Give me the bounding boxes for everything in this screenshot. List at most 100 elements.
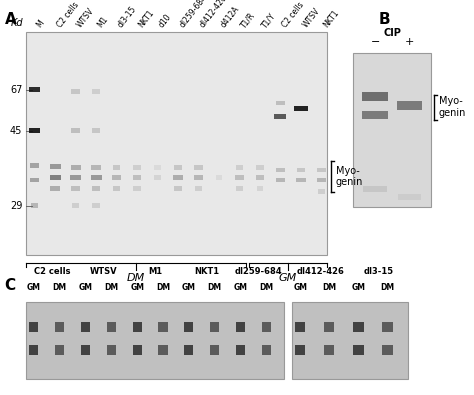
FancyBboxPatch shape [107, 345, 116, 355]
FancyBboxPatch shape [262, 345, 271, 355]
Text: A: A [5, 12, 17, 27]
FancyBboxPatch shape [292, 302, 408, 379]
FancyBboxPatch shape [154, 175, 161, 180]
FancyBboxPatch shape [236, 322, 245, 332]
FancyBboxPatch shape [262, 322, 271, 332]
FancyBboxPatch shape [55, 345, 64, 355]
Text: DM: DM [259, 283, 273, 292]
Text: +: + [404, 37, 414, 47]
Text: T1/R: T1/R [239, 10, 257, 30]
FancyBboxPatch shape [353, 345, 364, 355]
Text: 45: 45 [10, 126, 22, 136]
FancyBboxPatch shape [194, 165, 202, 170]
Text: DM: DM [208, 283, 222, 292]
FancyBboxPatch shape [397, 102, 422, 110]
FancyBboxPatch shape [112, 175, 121, 180]
FancyBboxPatch shape [50, 175, 61, 180]
Text: WTSV: WTSV [301, 7, 321, 30]
FancyBboxPatch shape [317, 178, 326, 182]
FancyBboxPatch shape [29, 322, 38, 332]
FancyBboxPatch shape [29, 345, 38, 355]
FancyBboxPatch shape [92, 89, 100, 94]
Text: GM: GM [130, 283, 144, 292]
FancyBboxPatch shape [398, 194, 421, 200]
Text: C: C [5, 278, 16, 293]
FancyBboxPatch shape [92, 128, 100, 134]
FancyBboxPatch shape [55, 322, 64, 332]
FancyBboxPatch shape [236, 186, 243, 192]
Text: GM: GM [182, 283, 196, 292]
Text: WTSV: WTSV [90, 267, 118, 276]
Text: WTSV: WTSV [75, 7, 96, 30]
Text: d412A: d412A [219, 5, 241, 30]
FancyBboxPatch shape [26, 302, 284, 379]
FancyBboxPatch shape [50, 164, 61, 169]
FancyBboxPatch shape [256, 186, 263, 192]
FancyBboxPatch shape [173, 175, 183, 180]
Text: DM: DM [127, 273, 146, 282]
Text: C2 cells: C2 cells [281, 1, 306, 30]
FancyBboxPatch shape [81, 345, 90, 355]
Text: d10: d10 [157, 13, 173, 30]
Text: dl259-684: dl259-684 [178, 0, 209, 30]
FancyBboxPatch shape [70, 175, 81, 180]
FancyBboxPatch shape [113, 186, 120, 192]
FancyBboxPatch shape [174, 186, 182, 192]
FancyBboxPatch shape [276, 167, 285, 173]
FancyBboxPatch shape [236, 345, 245, 355]
FancyBboxPatch shape [184, 322, 193, 332]
FancyBboxPatch shape [71, 186, 80, 192]
FancyBboxPatch shape [29, 128, 40, 134]
FancyBboxPatch shape [133, 322, 142, 332]
Text: −: − [371, 37, 381, 47]
Text: DM: DM [156, 283, 170, 292]
FancyBboxPatch shape [353, 322, 364, 332]
FancyBboxPatch shape [30, 178, 39, 182]
FancyBboxPatch shape [194, 175, 203, 180]
Text: GM: GM [79, 283, 92, 292]
FancyBboxPatch shape [317, 167, 326, 173]
Text: NKT1: NKT1 [321, 9, 340, 30]
FancyBboxPatch shape [276, 101, 285, 105]
Text: dl412-426: dl412-426 [297, 267, 345, 276]
FancyBboxPatch shape [50, 186, 60, 192]
Text: GM: GM [293, 283, 307, 292]
FancyBboxPatch shape [91, 186, 100, 192]
Text: B: B [378, 12, 390, 27]
Text: DM: DM [322, 283, 337, 292]
FancyBboxPatch shape [134, 165, 141, 170]
Text: T1/Y: T1/Y [260, 11, 277, 30]
FancyBboxPatch shape [155, 165, 161, 170]
Text: NKT1: NKT1 [194, 267, 219, 276]
Text: M1: M1 [148, 267, 162, 276]
Text: dl3-15: dl3-15 [364, 267, 394, 276]
FancyBboxPatch shape [29, 87, 40, 92]
FancyBboxPatch shape [158, 345, 168, 355]
FancyBboxPatch shape [133, 175, 141, 180]
FancyBboxPatch shape [107, 322, 116, 332]
Text: dl3-15: dl3-15 [117, 5, 138, 30]
FancyBboxPatch shape [276, 178, 285, 182]
FancyBboxPatch shape [362, 92, 388, 101]
FancyBboxPatch shape [353, 53, 431, 207]
FancyBboxPatch shape [324, 322, 335, 332]
FancyBboxPatch shape [72, 203, 80, 208]
Text: DM: DM [380, 283, 394, 292]
Text: GM: GM [27, 283, 41, 292]
FancyBboxPatch shape [71, 89, 80, 94]
FancyBboxPatch shape [324, 345, 335, 355]
FancyBboxPatch shape [274, 114, 286, 119]
Text: CIP: CIP [383, 28, 401, 38]
FancyBboxPatch shape [134, 186, 141, 192]
FancyBboxPatch shape [295, 322, 305, 332]
FancyBboxPatch shape [255, 175, 264, 180]
FancyBboxPatch shape [210, 345, 219, 355]
FancyBboxPatch shape [133, 345, 142, 355]
Text: Myo-
genin: Myo- genin [439, 96, 466, 118]
FancyBboxPatch shape [91, 165, 101, 170]
FancyBboxPatch shape [31, 203, 38, 208]
FancyBboxPatch shape [235, 175, 244, 180]
FancyBboxPatch shape [71, 165, 81, 170]
Text: dl259-684: dl259-684 [235, 267, 283, 276]
FancyBboxPatch shape [210, 322, 219, 332]
